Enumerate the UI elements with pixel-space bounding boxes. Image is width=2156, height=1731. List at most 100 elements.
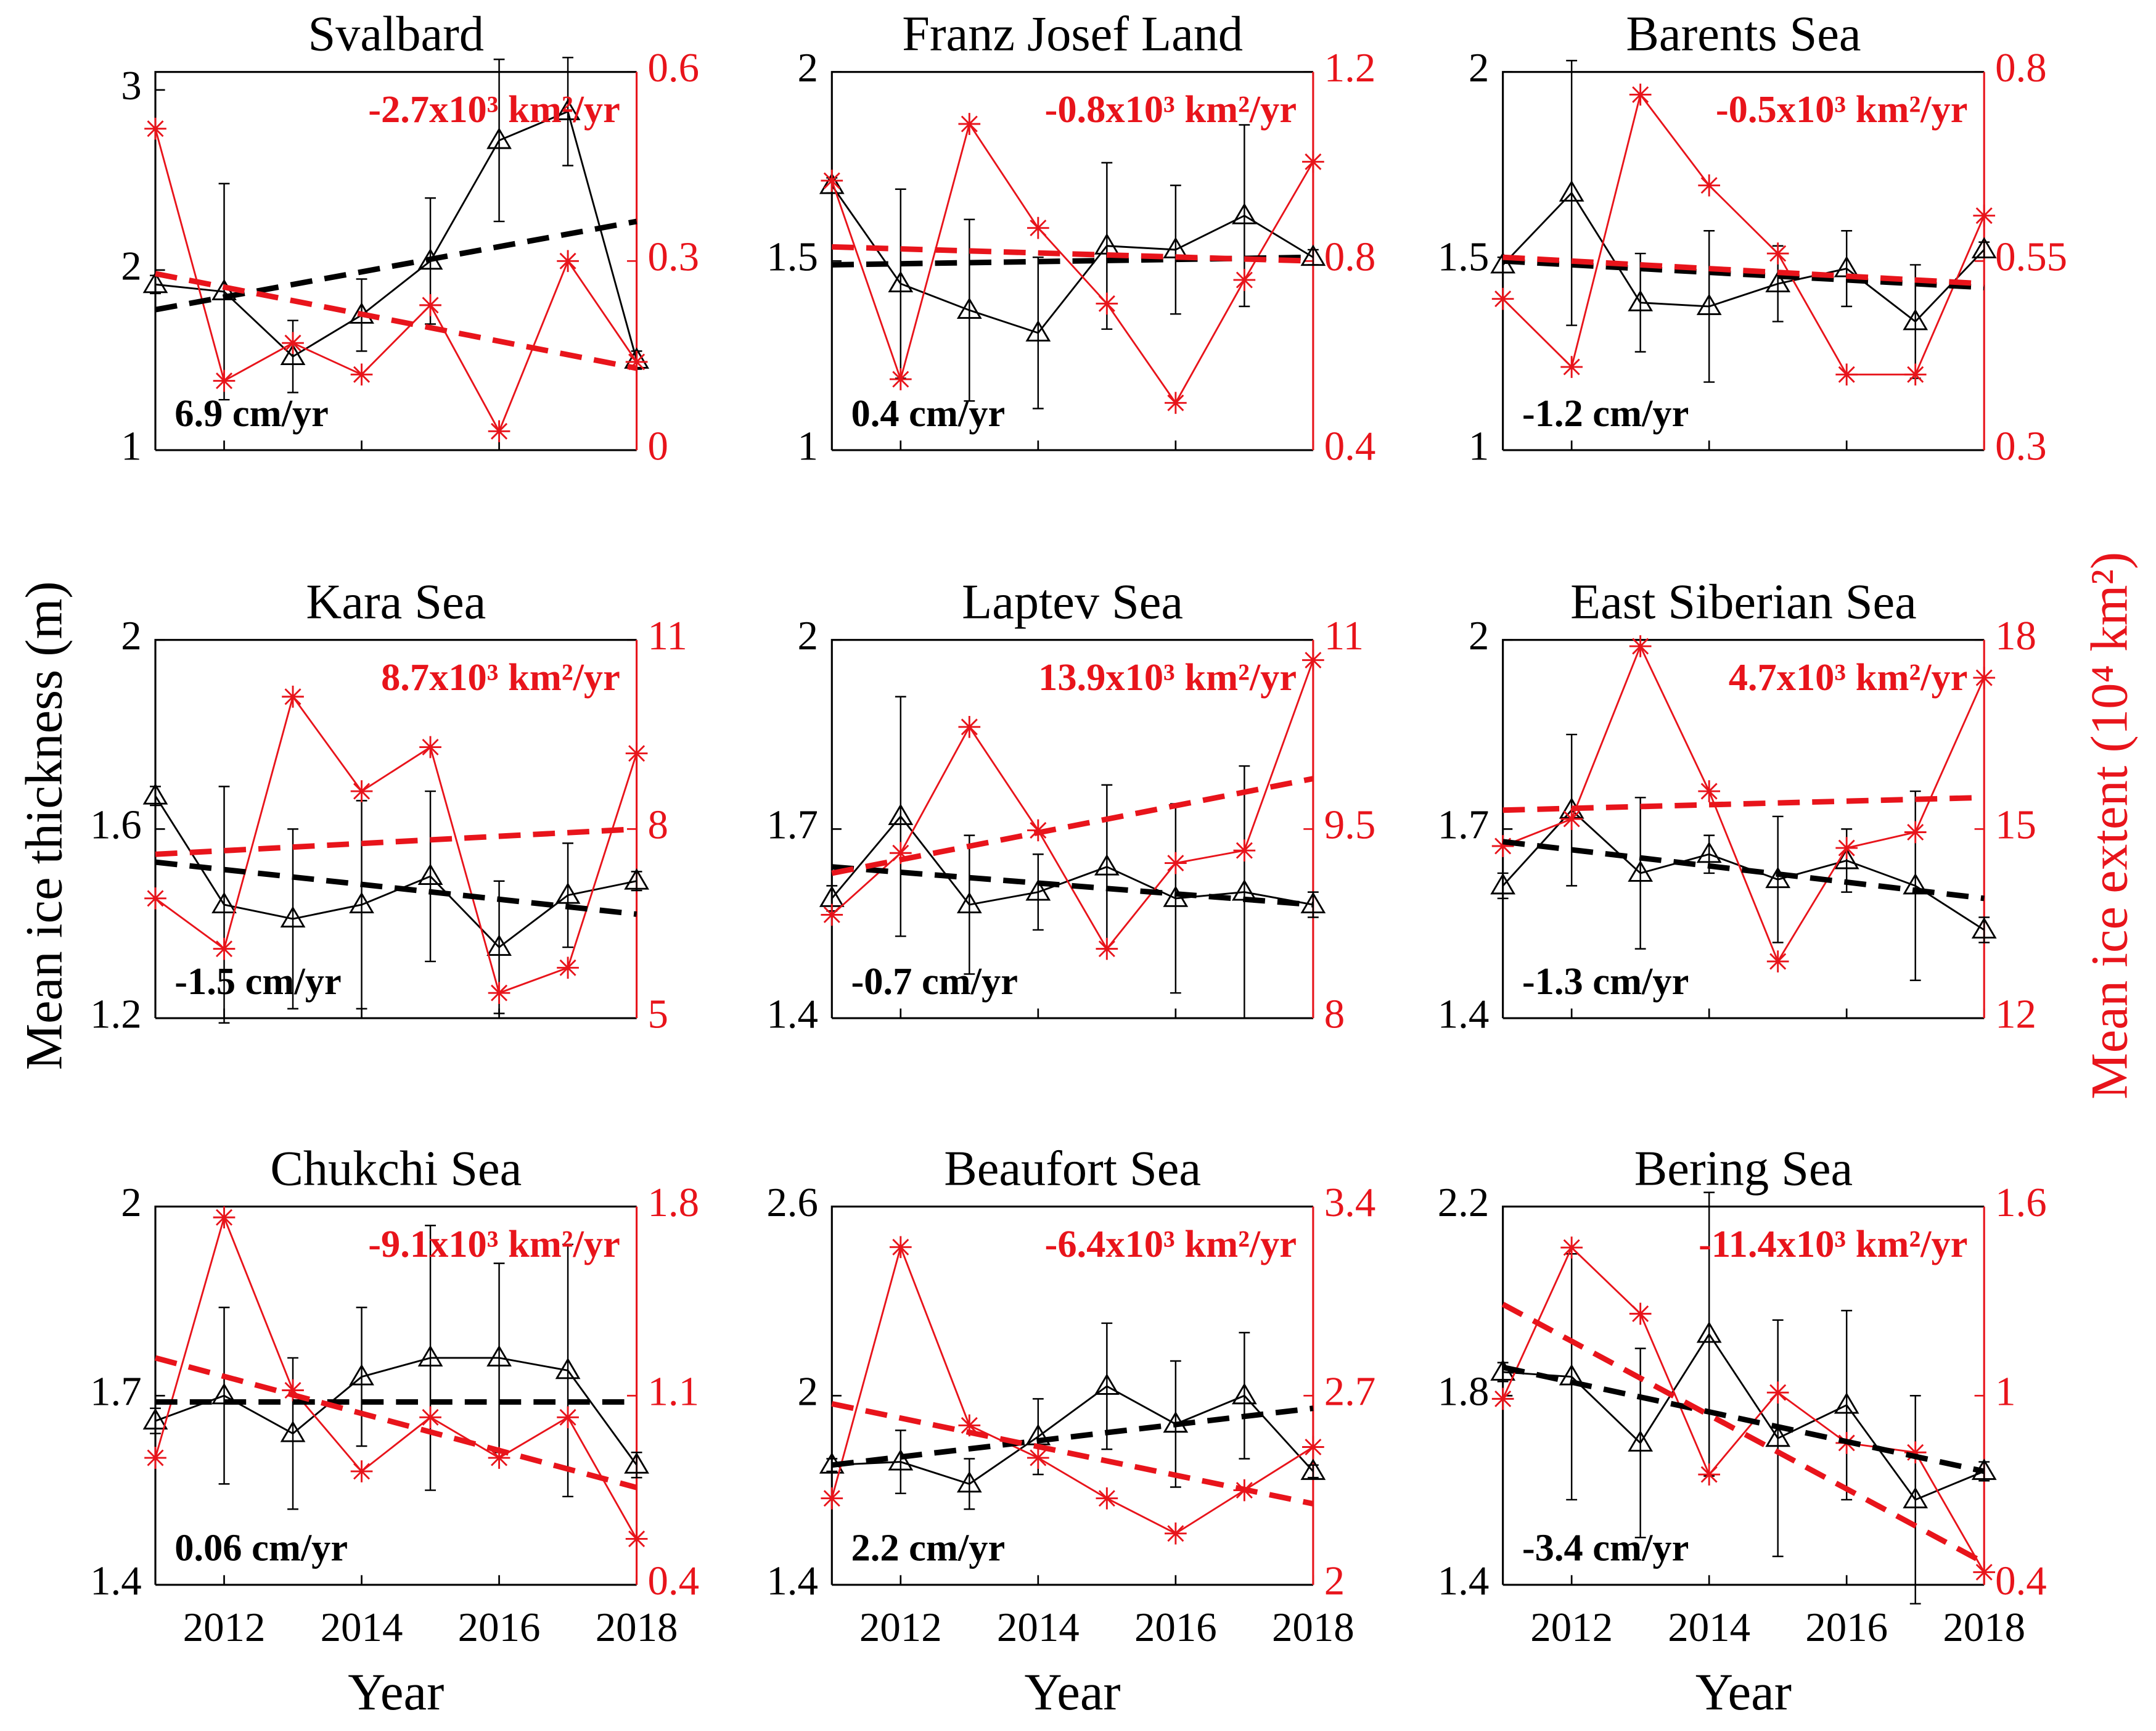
star-marker (625, 1527, 648, 1550)
x-tick-label: 2018 (596, 1605, 678, 1650)
trend-line (155, 859, 637, 917)
y2-tick-label: 15 (1995, 802, 2036, 848)
triangle-marker (888, 804, 914, 825)
star-marker (1973, 667, 1996, 689)
triangle-marker (1559, 180, 1584, 202)
trend-line (831, 864, 1314, 908)
thickness-rate: -0.7 cm/yr (851, 960, 1018, 1003)
data-line (155, 1357, 637, 1466)
extent-rate: 8.7x10³ km²/yr (381, 656, 620, 699)
triangle-marker (624, 1452, 649, 1474)
extent-rate: -6.4x10³ km²/yr (1045, 1222, 1297, 1265)
star-marker (1096, 1487, 1118, 1510)
y-tick-label: 2 (121, 613, 141, 659)
triangle-marker (1834, 1392, 1859, 1414)
star-marker (958, 113, 981, 135)
thickness-rate: -1.5 cm/yr (174, 960, 341, 1003)
star-marker (889, 368, 912, 390)
star-marker (1629, 1302, 1652, 1325)
thickness-rate: 0.4 cm/yr (851, 392, 1006, 435)
y2-tick-label: 3.4 (1324, 1180, 1376, 1225)
star-marker (1233, 269, 1256, 291)
y2-tick-label: 2 (1324, 1558, 1345, 1603)
triangle-marker (1025, 879, 1051, 901)
triangle-marker (1834, 847, 1859, 870)
triangle-marker (1025, 320, 1051, 342)
y2-tick-label: 0.4 (1324, 423, 1376, 469)
trend-line (831, 1405, 1314, 1468)
subplot-title: Barents Sea (1626, 7, 1861, 62)
y2-tick-label: 0.4 (1995, 1558, 2047, 1603)
data-line (832, 1385, 1314, 1485)
trend-line (832, 244, 1314, 264)
star-marker (1973, 1561, 1996, 1584)
data-line (154, 1214, 637, 1540)
y-tick-label: 1.4 (1438, 1558, 1490, 1603)
star-marker (1491, 287, 1514, 310)
thickness-rate: 2.2 cm/yr (851, 1526, 1006, 1569)
star-marker (1766, 1381, 1789, 1404)
data-line (830, 121, 1314, 405)
data-line (1502, 93, 1985, 376)
trend-line (155, 271, 637, 371)
trend-line (1501, 1302, 1986, 1566)
triangle-marker (142, 783, 168, 805)
trend-line (154, 1355, 637, 1490)
x-tick-label: 2018 (1272, 1605, 1355, 1650)
star-marker (1973, 204, 1996, 227)
star-marker (1096, 937, 1118, 960)
triangle-marker (417, 863, 443, 886)
triangle-marker (888, 1449, 914, 1471)
error-bar (631, 1452, 642, 1479)
thickness-rate: -1.2 cm/yr (1522, 392, 1689, 435)
star-marker (1835, 837, 1858, 859)
star-marker (1904, 821, 1927, 844)
y2-tick-label: 0.8 (1324, 234, 1376, 280)
y-tick-label: 2 (1469, 613, 1489, 659)
y2-tick-label: 11 (1324, 613, 1364, 659)
extent-rate: -11.4x10³ km²/yr (1699, 1222, 1967, 1265)
star-marker (1766, 242, 1789, 265)
triangle-marker (1628, 860, 1654, 882)
x-tick-label: 2012 (183, 1605, 266, 1650)
star-marker (1766, 950, 1789, 972)
x-axis-label: Year (1025, 1663, 1121, 1721)
y2-tick-label: 0.8 (1995, 45, 2047, 91)
star-marker (488, 982, 510, 1005)
y-tick-label: 2 (121, 243, 141, 289)
triangle-marker (1696, 841, 1722, 863)
trend-line (831, 1401, 1314, 1507)
triangle-marker (280, 906, 306, 927)
axes-left (830, 71, 1313, 451)
y-tick-label: 3 (121, 63, 141, 109)
triangle-marker (555, 99, 581, 120)
data-line (831, 659, 1314, 951)
triangle-marker (1628, 1430, 1654, 1452)
y2-tick-label: 11 (647, 613, 687, 659)
star-marker (488, 420, 510, 443)
data-line (155, 694, 637, 995)
star-marker (1629, 635, 1652, 657)
y-tick-label: 2 (798, 1369, 818, 1415)
triangle-marker (211, 892, 237, 914)
star-marker (1560, 1236, 1583, 1259)
trend-line (831, 776, 1314, 876)
y2-tick-label: 1.2 (1324, 45, 1376, 91)
extent-rate: -9.1x10³ km²/yr (368, 1222, 620, 1265)
trend-line (155, 218, 637, 313)
star-marker (1491, 835, 1514, 857)
trend-line (1502, 839, 1985, 902)
triangle-marker (1903, 308, 1929, 331)
trend-line (1502, 1364, 1985, 1474)
x-tick-label: 2014 (321, 1605, 403, 1650)
triangle-marker (280, 343, 306, 366)
star-marker (1027, 1447, 1049, 1469)
star-marker (350, 780, 373, 802)
star-marker (1698, 780, 1721, 802)
triangle-marker (1765, 271, 1791, 293)
data-line (1502, 1246, 1985, 1573)
triangle-marker (486, 127, 512, 149)
x-axis-label: Year (348, 1663, 444, 1721)
star-marker (350, 1460, 373, 1482)
triangle-marker (1300, 244, 1326, 266)
